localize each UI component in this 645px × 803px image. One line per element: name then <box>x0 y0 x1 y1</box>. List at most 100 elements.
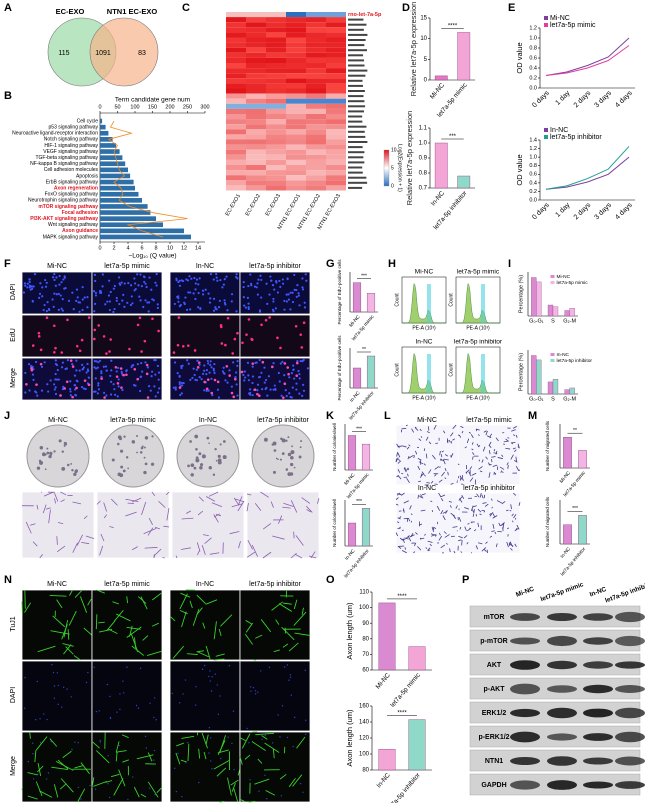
bar <box>569 387 575 395</box>
micrograph <box>91 660 163 732</box>
cell <box>47 772 50 774</box>
texture <box>507 464 509 469</box>
cell <box>71 395 74 399</box>
cell <box>242 280 245 284</box>
cell <box>295 382 298 385</box>
texture <box>218 628 222 636</box>
heatmap-cell <box>246 17 266 23</box>
heatmap-cell <box>246 88 266 94</box>
texture <box>396 452 399 457</box>
plot-title: Mi-NC <box>415 269 434 276</box>
cell <box>209 680 211 682</box>
texture <box>172 645 184 659</box>
axis-title: Count <box>448 363 454 377</box>
cell <box>221 286 224 289</box>
cell <box>226 309 229 312</box>
cell <box>279 346 282 350</box>
cell <box>299 782 302 785</box>
cell <box>272 362 275 365</box>
cell <box>248 742 250 744</box>
texture <box>484 503 489 507</box>
colony <box>46 447 49 450</box>
cell <box>291 300 295 304</box>
band <box>615 756 645 766</box>
cell <box>182 382 185 385</box>
cell <box>51 663 53 666</box>
texture <box>461 495 465 499</box>
cell <box>71 363 74 366</box>
cell <box>117 276 121 279</box>
texture <box>492 513 495 517</box>
texture <box>448 439 451 443</box>
texture <box>472 452 475 455</box>
texture <box>450 505 452 508</box>
heatmap-cell <box>286 83 306 89</box>
texture <box>29 731 31 739</box>
texture <box>408 454 414 459</box>
cell <box>45 778 48 780</box>
bar <box>569 308 575 317</box>
cell <box>247 307 250 311</box>
cell <box>114 365 118 369</box>
heatmap-cell <box>306 83 326 89</box>
texture <box>438 492 442 497</box>
cell <box>57 378 60 381</box>
cell <box>43 713 45 715</box>
colony <box>136 451 138 454</box>
column-header: In-NC <box>418 485 436 492</box>
cell <box>199 307 202 311</box>
cell <box>287 298 290 301</box>
texture <box>216 767 227 777</box>
micrograph <box>239 357 311 401</box>
texture <box>409 534 415 538</box>
cell <box>103 391 106 394</box>
texture <box>156 787 163 793</box>
cell <box>181 279 185 283</box>
cell <box>219 323 223 327</box>
heatmap-cell <box>246 83 266 89</box>
cell <box>84 387 87 391</box>
cell <box>39 348 43 352</box>
tick-label: 1.1 <box>419 126 428 132</box>
cell <box>57 308 60 311</box>
heatmap-cell <box>226 63 246 69</box>
texture <box>405 424 408 427</box>
texture <box>230 779 239 786</box>
texture <box>457 539 462 542</box>
cell <box>211 676 213 678</box>
heatmap-cell <box>326 27 346 33</box>
cell <box>69 394 72 397</box>
cell <box>56 672 59 674</box>
texture <box>239 756 243 765</box>
heatmap-cell <box>306 108 326 114</box>
heatmap-cell <box>306 68 326 74</box>
texture <box>479 492 482 498</box>
cell <box>295 388 298 391</box>
texture <box>116 613 131 622</box>
cell <box>78 369 81 372</box>
cell <box>219 278 222 282</box>
cell <box>207 362 210 365</box>
texture <box>420 473 423 478</box>
heatmap-cell <box>286 124 306 130</box>
texture <box>169 615 176 622</box>
heatmap-cell <box>226 98 246 104</box>
plot-frame <box>401 346 447 394</box>
cell <box>154 793 156 796</box>
texture <box>245 620 253 625</box>
tick-label: 0.8 <box>419 171 428 177</box>
texture <box>418 438 422 442</box>
cell <box>76 296 79 299</box>
texture <box>464 446 468 449</box>
cell <box>27 761 30 763</box>
cell <box>104 303 107 306</box>
cell <box>204 288 207 291</box>
texture <box>197 510 204 516</box>
texture <box>238 541 241 549</box>
heatmap-cell <box>266 63 286 69</box>
cell <box>261 388 264 391</box>
cell <box>210 760 212 762</box>
texture <box>293 599 298 610</box>
category-label: TGF-beta signaling pathway <box>35 155 98 161</box>
texture <box>491 530 495 532</box>
